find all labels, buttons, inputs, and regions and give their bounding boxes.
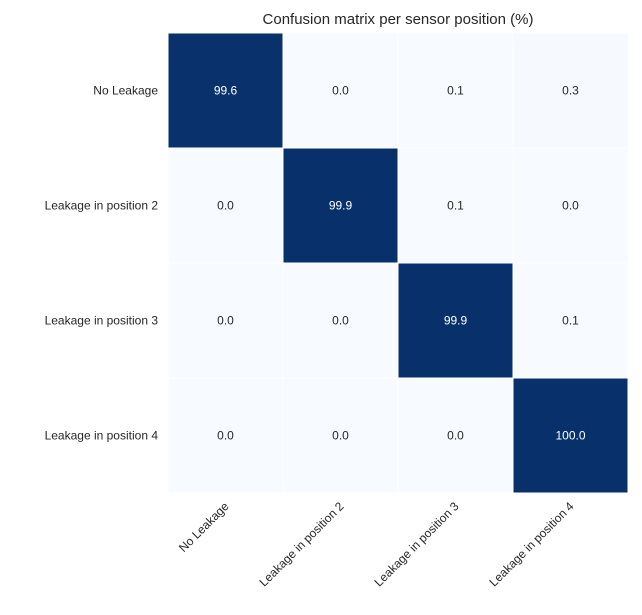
cell-value-label-r1-c3: 0.0 (562, 199, 579, 213)
y-tick-label-3: Leakage in position 4 (45, 429, 159, 443)
cell-value-label-r3-c3: 100.0 (555, 429, 585, 443)
heatmap-cell-r0-c3 (512, 32, 629, 149)
heatmap-cell-r0-c2 (397, 32, 514, 149)
cell-value-label-r0-c0: 99.6 (214, 84, 238, 98)
x-tick-labels: No Leakage Leakage in position 2 Leakage i… (176, 499, 577, 589)
x-tick-label-1: Leakage in position 2 (257, 499, 347, 589)
y-tick-label-1: Leakage in position 2 (45, 199, 159, 213)
y-tick-label-0: No Leakage (93, 84, 158, 98)
heatmap-cells (167, 32, 629, 494)
heatmap-cell-r3-c3 (512, 377, 629, 494)
heatmap-cell-r3-c1 (282, 377, 399, 494)
cell-value-label-r1-c0: 0.0 (217, 199, 234, 213)
cell-value-label-r2-c1: 0.0 (332, 314, 349, 328)
cell-value-label-r2-c2: 99.9 (444, 314, 468, 328)
x-tick-label-3: Leakage in position 4 (487, 499, 577, 589)
x-tick-label-2: Leakage in position 3 (372, 499, 462, 589)
heatmap-cell-r2-c3 (512, 262, 629, 379)
cell-value-label-r3-c2: 0.0 (447, 429, 464, 443)
cell-value-label-r3-c1: 0.0 (332, 429, 349, 443)
cell-value-label-r0-c2: 0.1 (447, 84, 464, 98)
cell-value-label-r2-c0: 0.0 (217, 314, 234, 328)
heatmap-cell-r3-c2 (397, 377, 514, 494)
cell-value-label-r0-c1: 0.0 (332, 84, 349, 98)
heatmap-cell-r0-c1 (282, 32, 399, 149)
chart-title: Confusion matrix per sensor position (%) (263, 11, 534, 28)
cell-value-label-r0-c3: 0.3 (562, 84, 579, 98)
y-tick-labels: No Leakage Leakage in position 2 Leakage i… (45, 84, 159, 443)
heatmap-cell-r2-c1 (282, 262, 399, 379)
cell-value-labels: 99.6 0.0 0.1 0.3 0.0 99.9 0.1 0.0 0.0 0.0 99.9 0.1 0… (214, 84, 586, 443)
heatmap-cell-r0-c0 (167, 32, 284, 149)
heatmap-cell-r1-c0 (167, 147, 284, 264)
cell-value-label-r1-c1: 99.9 (329, 199, 353, 213)
cell-value-label-r3-c0: 0.0 (217, 429, 234, 443)
heatmap-cell-r1-c3 (512, 147, 629, 264)
cell-value-label-r2-c3: 0.1 (562, 314, 579, 328)
heatmap-cell-r3-c0 (167, 377, 284, 494)
heatmap-cell-r1-c1 (282, 147, 399, 264)
x-tick-label-0: No Leakage (176, 499, 232, 555)
y-tick-label-2: Leakage in position 3 (45, 314, 159, 328)
cell-value-label-r1-c2: 0.1 (447, 199, 464, 213)
